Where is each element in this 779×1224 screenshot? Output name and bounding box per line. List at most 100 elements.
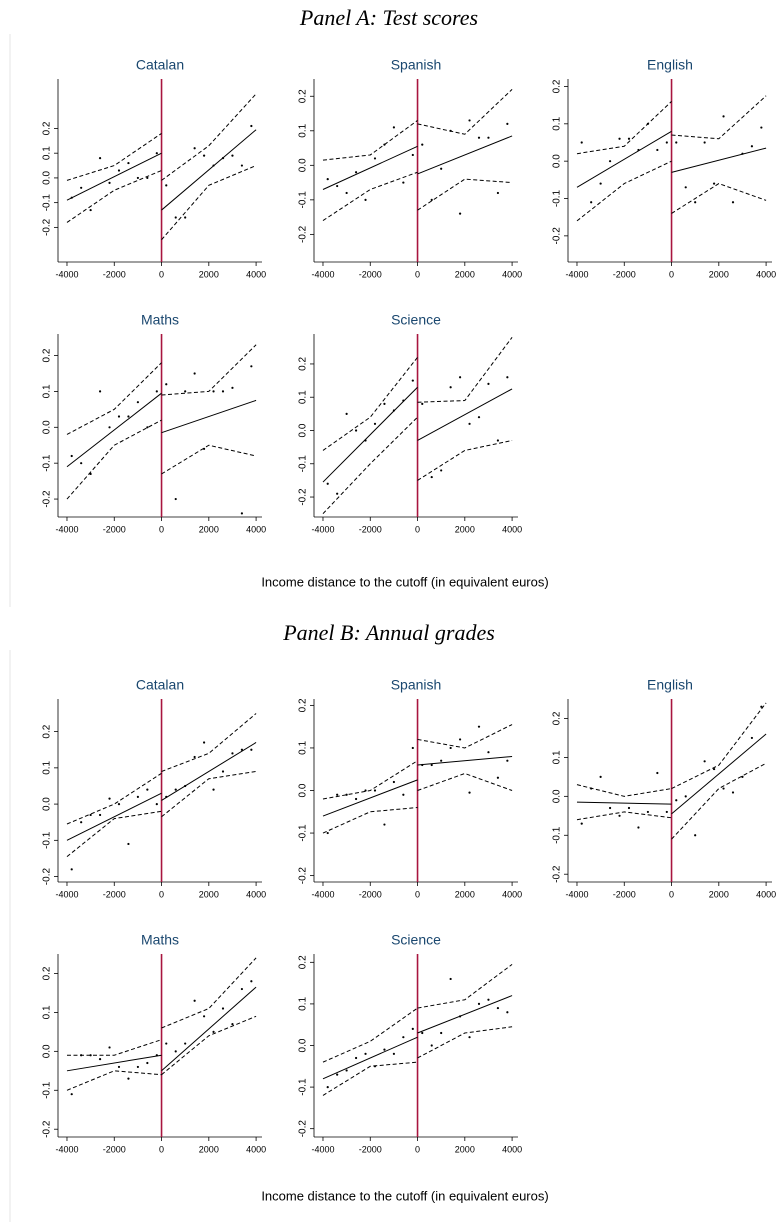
bin-point — [345, 793, 348, 796]
panel-title: Panel A: Test scores — [299, 5, 478, 30]
x-tick-label: 4000 — [502, 889, 522, 899]
bin-point — [136, 401, 139, 404]
y-tick-label: -0.1 — [42, 1081, 53, 1099]
bin-point — [146, 788, 149, 791]
bin-point — [174, 1050, 177, 1053]
bin-point — [326, 482, 329, 485]
bin-point — [98, 813, 102, 817]
bin-point — [449, 746, 452, 750]
chart-title: Catalan — [136, 57, 184, 73]
fit-line — [322, 779, 418, 817]
bin-point — [212, 164, 215, 167]
bin-point — [89, 1054, 92, 1057]
bin-point — [496, 191, 500, 195]
fit-line — [161, 986, 257, 1072]
bin-point — [345, 412, 348, 415]
bin-point — [354, 429, 358, 432]
bin-point — [506, 759, 509, 762]
bin-point — [80, 1054, 83, 1057]
y-tick-label: 0.1 — [552, 116, 563, 130]
bin-point — [202, 741, 206, 744]
x-tick-label: -4000 — [55, 889, 78, 899]
x-tick-label: 4000 — [246, 269, 266, 279]
bin-point — [402, 399, 405, 402]
confidence-band — [417, 337, 513, 403]
bin-point — [70, 196, 73, 199]
y-tick-label: -0.2 — [298, 867, 309, 885]
bin-point — [250, 980, 253, 983]
x-tick-label: -4000 — [55, 269, 78, 279]
bin-point — [336, 1073, 339, 1076]
bin-point — [364, 1052, 367, 1055]
bin-point — [89, 813, 92, 817]
y-tick-label: -0.2 — [42, 490, 53, 508]
bin-point — [174, 497, 177, 501]
fit-line — [417, 135, 513, 175]
fit-line — [417, 755, 513, 766]
bin-point — [127, 415, 130, 418]
bin-point — [458, 212, 462, 215]
y-tick-label: -0.1 — [298, 191, 309, 209]
panel-title: Panel B: Annual grades — [282, 620, 495, 645]
x-tick-label: 4000 — [246, 889, 266, 899]
confidence-band — [161, 344, 257, 396]
x-tick-label: 4000 — [246, 1144, 266, 1154]
bin-point — [440, 167, 443, 170]
bin-point — [127, 1077, 130, 1080]
bin-point — [127, 842, 130, 846]
y-tick-label: 0.2 — [42, 121, 53, 135]
bin-point — [392, 126, 395, 129]
bin-point — [411, 153, 414, 157]
bin-point — [212, 788, 215, 791]
confidence-band — [66, 170, 162, 223]
y-tick-label: 0.0 — [552, 789, 563, 803]
bin-point — [155, 802, 158, 806]
x-tick-label: -2000 — [103, 889, 126, 899]
bin-point — [477, 416, 481, 419]
x-tick-label: -4000 — [55, 524, 78, 534]
bin-point — [127, 161, 130, 165]
x-tick-label: 4000 — [756, 269, 776, 279]
bin-point — [240, 748, 244, 751]
bin-point — [449, 386, 452, 389]
y-tick-label: -0.1 — [298, 1078, 309, 1096]
y-tick-label: 0.1 — [42, 760, 53, 774]
y-tick-label: 0.2 — [42, 966, 53, 980]
bin-point — [80, 462, 83, 465]
fit-line — [322, 386, 418, 483]
bin-point — [487, 998, 490, 1001]
bin-point — [741, 152, 744, 155]
x-tick-label: -2000 — [613, 889, 636, 899]
bin-point — [165, 1042, 168, 1045]
x-tick-label: 4000 — [756, 889, 776, 899]
bin-point — [402, 1036, 405, 1039]
bin-point — [354, 1056, 358, 1060]
bin-point — [421, 143, 424, 146]
bin-point — [174, 216, 177, 219]
y-tick-label: 0.2 — [552, 711, 563, 725]
bin-point — [722, 115, 725, 118]
bin-point — [608, 160, 612, 163]
bin-point — [430, 475, 433, 479]
confidence-band — [417, 1026, 513, 1059]
bin-point — [373, 422, 377, 425]
chart-title: Science — [391, 932, 441, 948]
y-tick-label: -0.2 — [42, 868, 53, 886]
x-tick-label: 0 — [159, 889, 164, 899]
bin-point — [684, 795, 687, 798]
x-tick-label: 0 — [159, 269, 164, 279]
fit-line — [576, 130, 672, 188]
bin-point — [703, 760, 706, 763]
bin-point — [240, 164, 244, 167]
bin-point — [240, 512, 244, 515]
bin-point — [458, 738, 462, 741]
y-tick-label: 0.1 — [42, 384, 53, 398]
confidence-band — [66, 1039, 162, 1056]
bin-point — [184, 784, 187, 788]
bin-point — [665, 810, 668, 814]
y-tick-label: 0.1 — [298, 997, 309, 1011]
bin-point — [98, 157, 102, 160]
bin-point — [89, 472, 92, 476]
x-tick-label: 2000 — [709, 269, 729, 279]
bin-point — [430, 198, 433, 201]
